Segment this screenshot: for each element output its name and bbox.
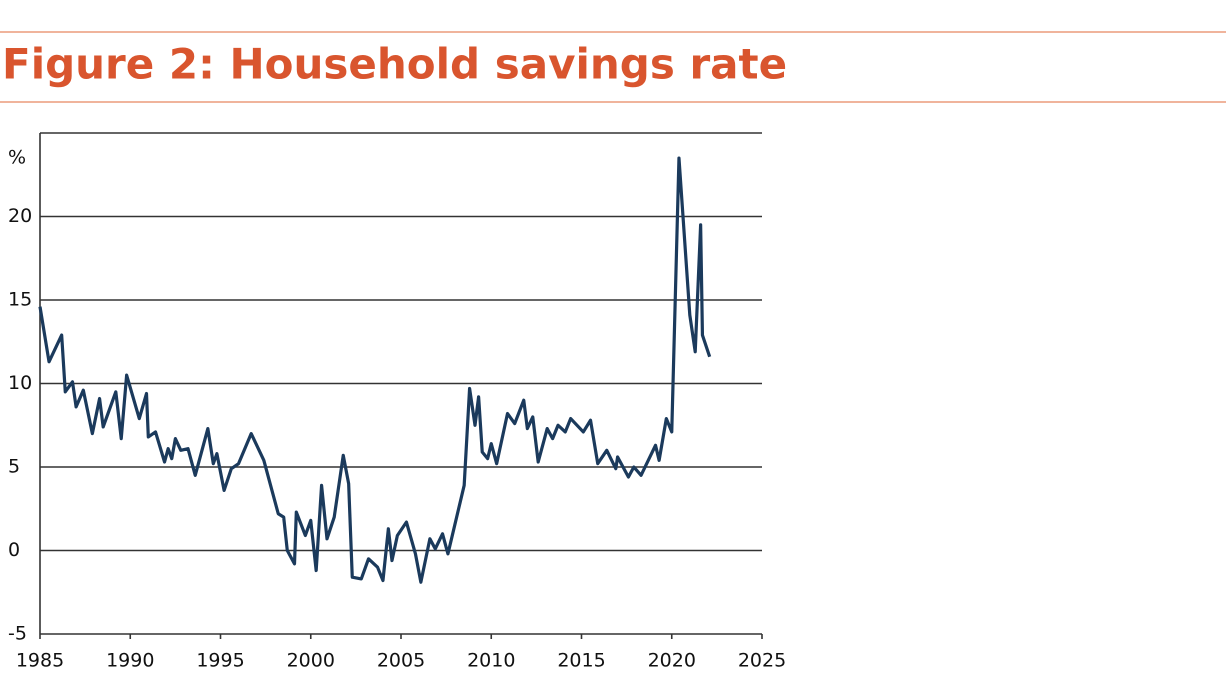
- y-tick-label: 15: [8, 289, 32, 311]
- y-tick-label: 0: [8, 539, 20, 561]
- x-tick-label: 2025: [738, 650, 786, 672]
- x-tick-label: 2010: [467, 650, 515, 672]
- x-tick-label: 2000: [287, 650, 335, 672]
- y-tick-label: 20: [8, 205, 32, 227]
- x-tick-label: 2015: [557, 650, 605, 672]
- x-tick-label: 1995: [196, 650, 244, 672]
- x-tick-label: 1985: [16, 650, 64, 672]
- y-tick-label: 10: [8, 372, 32, 394]
- chart-title: Figure 2: Household savings rate: [2, 40, 787, 89]
- x-tick-label: 2005: [377, 650, 425, 672]
- y-tick-label: -5: [8, 623, 27, 645]
- x-tick-label: 1990: [106, 650, 154, 672]
- y-tick-label: 5: [8, 456, 20, 478]
- y-axis-label: %: [8, 147, 26, 169]
- data-line: [38, 156, 712, 584]
- x-tick-label: 2020: [648, 650, 696, 672]
